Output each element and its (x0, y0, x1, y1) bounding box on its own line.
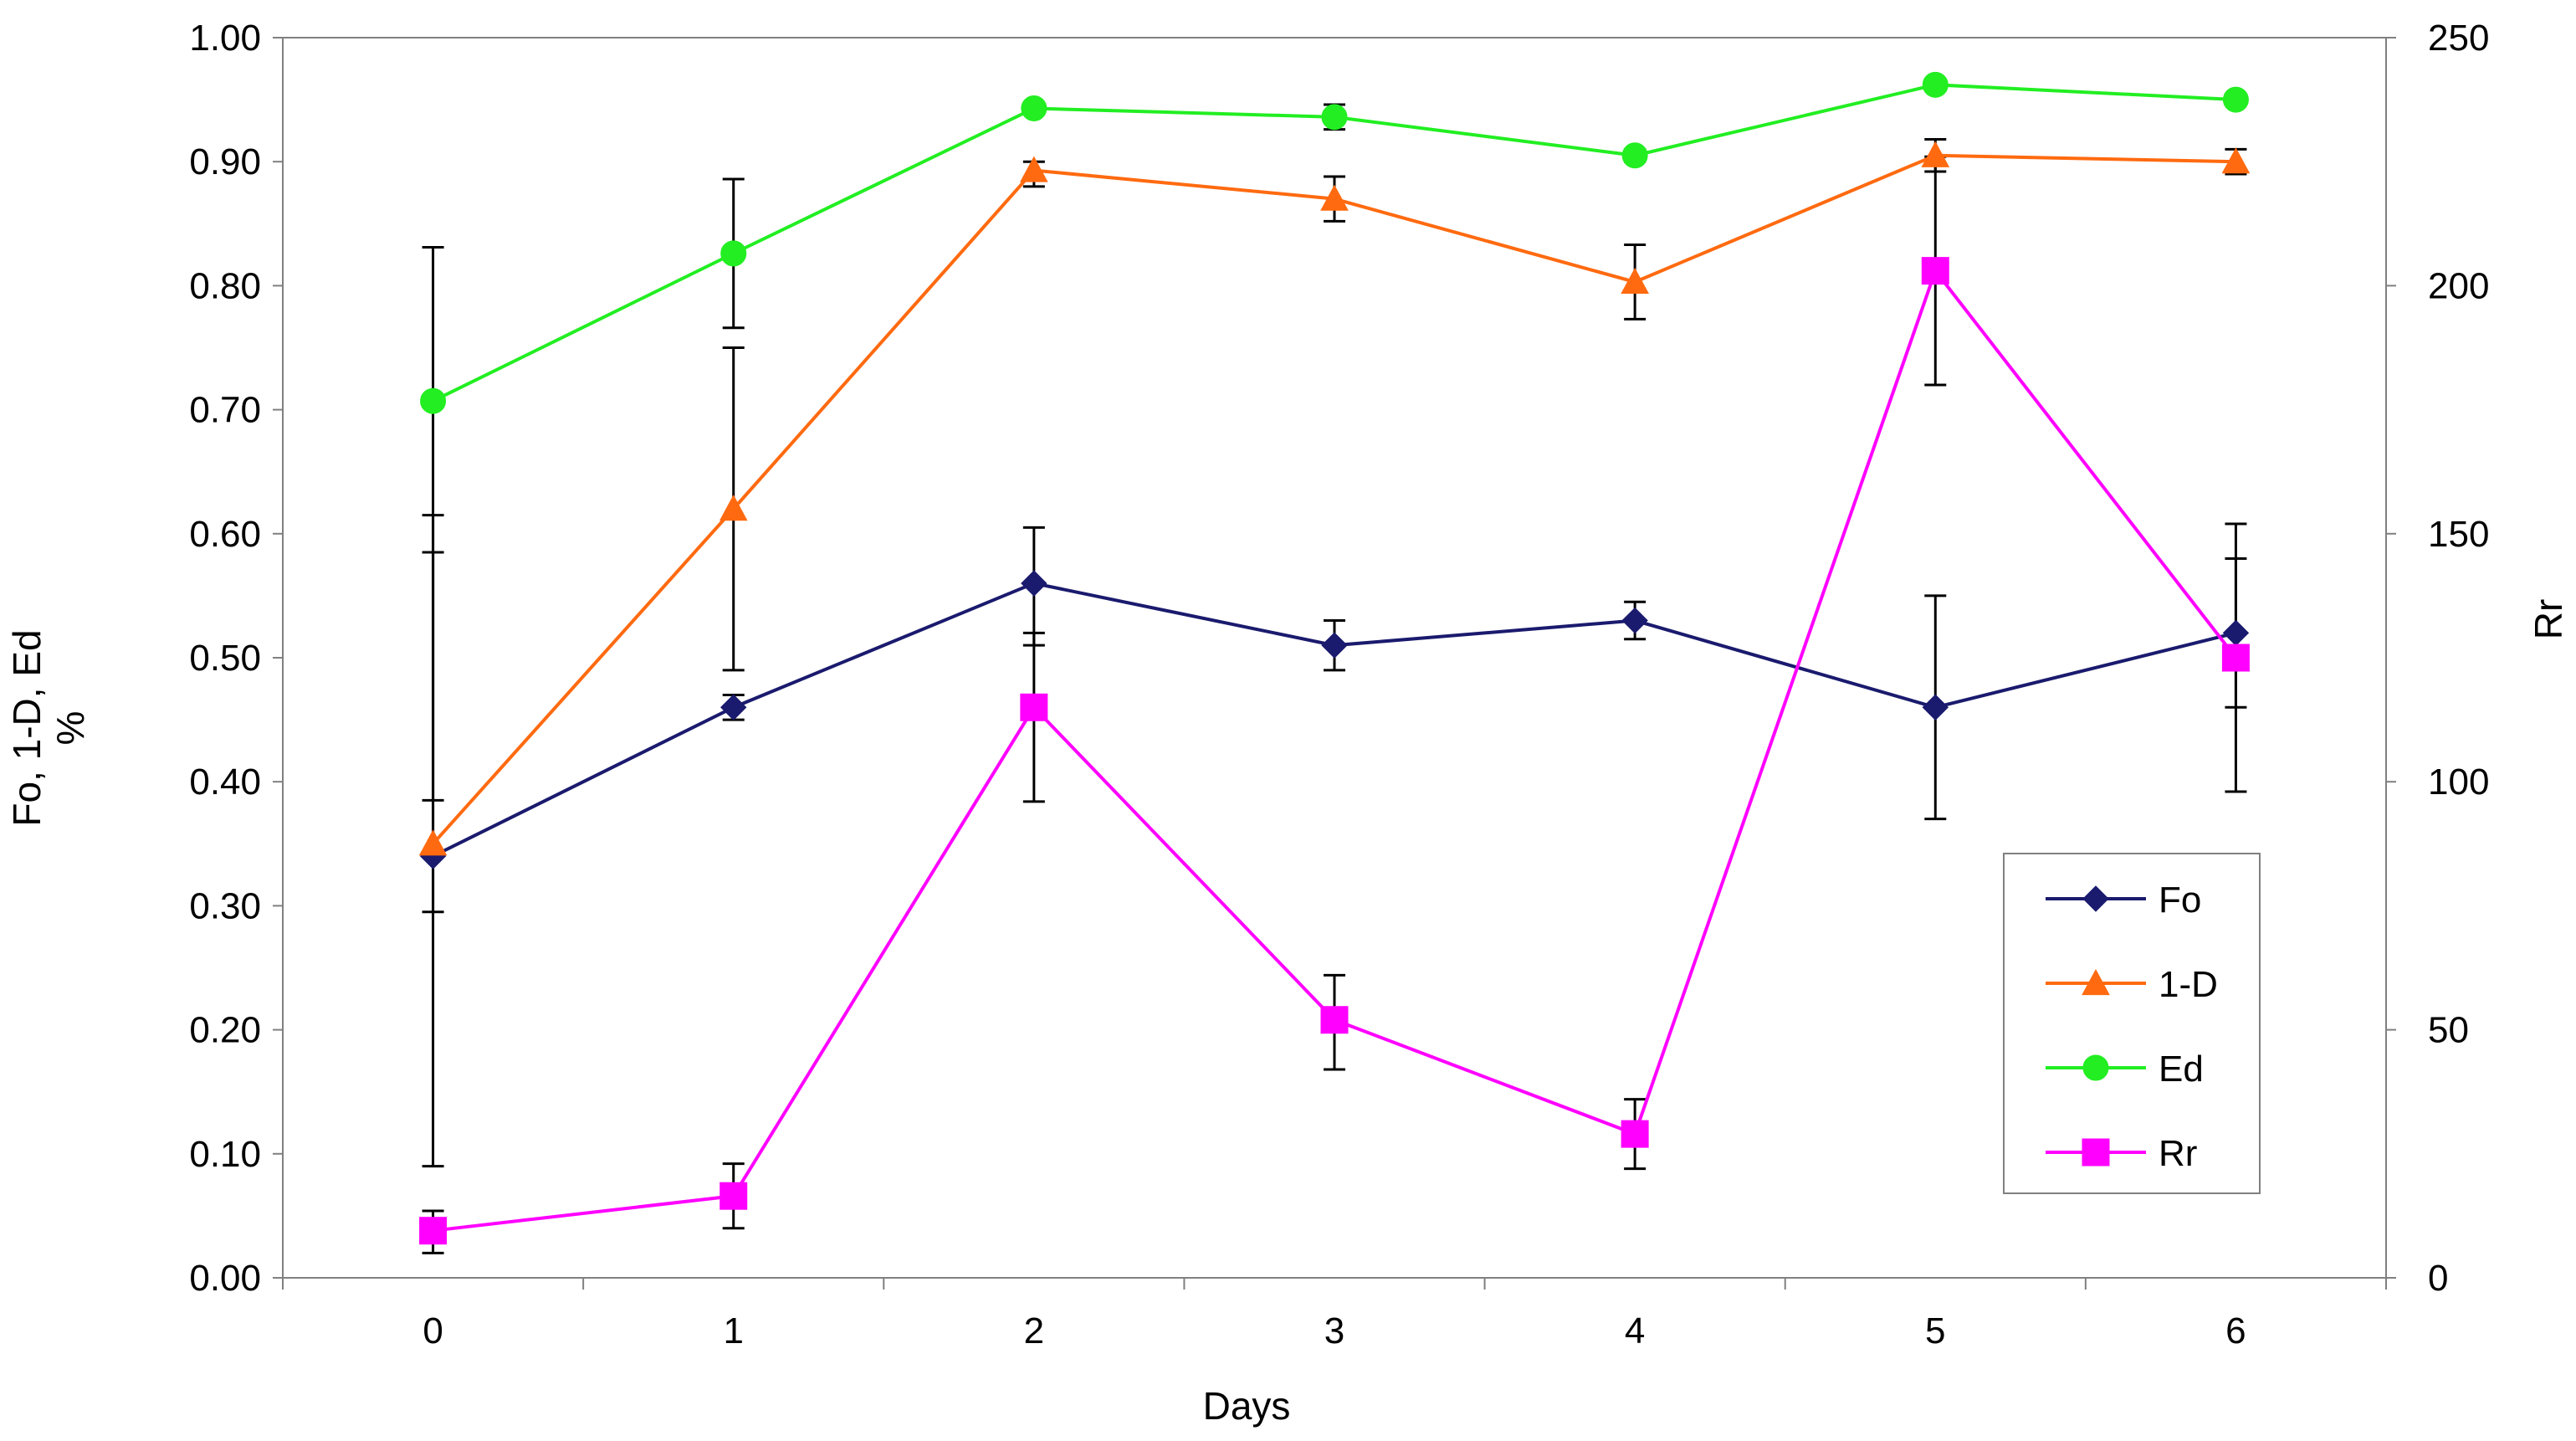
series-line-1-d (432, 153, 2236, 845)
y-left-tick-label: 0.60 (189, 514, 261, 555)
y-left-tick-label: 0.10 (189, 1134, 261, 1175)
data-point-1-d (1020, 156, 1048, 182)
y-left-axis-title-line1: Fo, 1-D, Ed (5, 629, 49, 826)
data-point-ed (1922, 71, 1949, 98)
data-point-1-d (2221, 147, 2251, 174)
error-bars-layer (422, 78, 2247, 1254)
tick-labels-layer: 0.00 0.10 0.20 0.30 0.40 0.50 0.60 0.70 0.80 0.90… (189, 18, 2489, 1351)
legend-marker-rr (2082, 1138, 2110, 1167)
y-left-tick-label: 0.40 (189, 762, 261, 803)
data-point-1-d (1320, 184, 1349, 211)
y-right-tick-label: 50 (2428, 1010, 2469, 1051)
legend-label-fo: Fo (2159, 879, 2201, 920)
data-point-ed (1321, 104, 1348, 131)
series-layer (418, 71, 2251, 1245)
y-left-tick-label: 0.90 (189, 141, 261, 182)
y-left-tick-label: 0.20 (189, 1010, 261, 1051)
data-point-rr (419, 1217, 448, 1245)
y-left-axis-title-line2: % (49, 711, 92, 746)
data-point-ed (420, 387, 447, 414)
legend-label-ed: Ed (2159, 1049, 2204, 1090)
x-tick-label: 6 (2225, 1310, 2246, 1351)
legend-marker-fo (2082, 885, 2109, 912)
series-line-rr (433, 267, 2238, 1233)
data-point-1-d (719, 495, 748, 521)
y-right-tick-label: 150 (2428, 514, 2489, 555)
y-left-tick-label: 1.00 (189, 18, 261, 59)
data-point-fo (2222, 619, 2250, 647)
y-left-tick-label: 0.50 (189, 638, 261, 679)
data-point-ed (720, 240, 747, 267)
axes-layer (273, 37, 2396, 1290)
y-right-tick-label: 250 (2428, 18, 2489, 59)
data-point-rr (1320, 1006, 1349, 1034)
data-point-fo (1922, 694, 1949, 720)
x-tick-label: 5 (1925, 1310, 1945, 1351)
legend-label-rr: Rr (2159, 1133, 2197, 1174)
y-right-tick-label: 200 (2428, 265, 2489, 306)
data-point-1-d (1921, 141, 1950, 167)
legend: Fo 1-D Ed Rr (2003, 853, 2261, 1194)
data-point-fo (1021, 570, 1047, 597)
x-axis-title: Days (1203, 1384, 1291, 1428)
data-point-ed (2222, 86, 2249, 113)
data-point-rr (1621, 1120, 1649, 1148)
x-tick-label: 0 (423, 1310, 443, 1351)
data-point-ed (1021, 95, 1047, 121)
x-tick-label: 1 (723, 1310, 743, 1351)
y-right-tick-label: 100 (2428, 762, 2489, 803)
data-point-1-d (418, 829, 448, 856)
data-point-rr (1921, 257, 1949, 285)
x-tick-label: 2 (1024, 1310, 1044, 1351)
data-point-fo (720, 694, 747, 720)
legend-box (2003, 853, 2261, 1194)
data-point-fo (1621, 607, 1648, 634)
data-point-rr (2221, 644, 2250, 672)
data-point-rr (1020, 693, 1048, 721)
data-point-ed (1621, 142, 1648, 169)
x-tick-label: 4 (1625, 1310, 1645, 1351)
data-point-1-d (1621, 267, 1649, 295)
legend-label-1-d: 1-D (2159, 964, 2218, 1005)
data-point-rr (720, 1182, 748, 1210)
y-left-tick-label: 0.00 (189, 1258, 261, 1299)
legend-marker-1-d (2082, 968, 2110, 996)
series-line-ed (432, 83, 2236, 403)
y-right-tick-label: 0 (2428, 1258, 2448, 1299)
legend-marker-ed (2082, 1054, 2109, 1081)
y-left-tick-label: 0.80 (189, 265, 261, 306)
y-right-axis-title: Rr (2527, 599, 2570, 640)
x-tick-label: 3 (1324, 1310, 1344, 1351)
data-point-fo (1321, 632, 1348, 659)
y-left-tick-label: 0.70 (189, 390, 261, 431)
y-left-tick-label: 0.30 (189, 885, 261, 926)
